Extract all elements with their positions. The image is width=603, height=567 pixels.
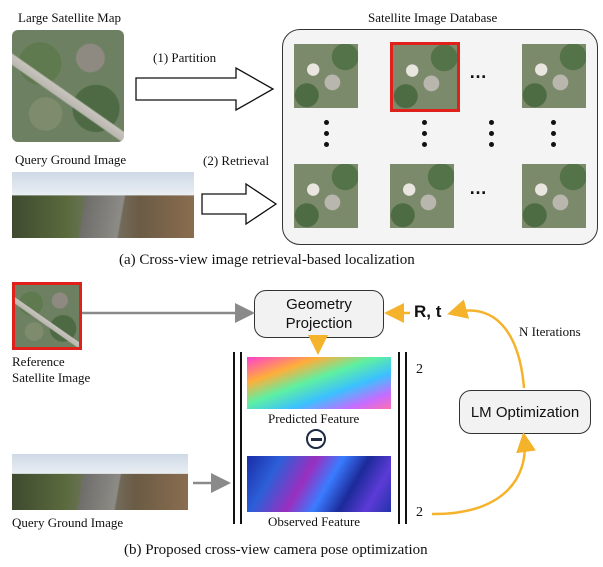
db-vdot — [489, 142, 494, 147]
partition-arrow — [135, 66, 275, 112]
caption-b: (b) Proposed cross-view camera pose opti… — [124, 542, 428, 558]
norm-superscript: 2 — [416, 362, 423, 377]
large-satellite-map-image — [12, 30, 124, 142]
lm-to-pose-arrow — [447, 299, 526, 389]
db-vdot — [422, 131, 427, 136]
db-tile-r2c2 — [390, 164, 454, 228]
db-vdot — [422, 142, 427, 147]
minus-sign — [310, 437, 322, 441]
observed-feature-map — [247, 456, 391, 512]
query-ground-image-label-a: Query Ground Image — [15, 152, 127, 167]
db-vdot — [324, 120, 329, 125]
lm-optimization-box: LM Optimization — [459, 390, 591, 434]
db-tile-r1c4 — [522, 44, 586, 108]
norm-bar-right-inner — [398, 352, 400, 524]
caption-a: (a) Cross-view image retrieval-based loc… — [119, 252, 415, 268]
geometry-projection-box: Geometry Projection — [254, 290, 384, 338]
predicted-feature-map — [247, 357, 391, 409]
norm-bar-left-inner — [240, 352, 242, 524]
lm-label: LM Optimization — [470, 403, 580, 421]
observed-feature-label: Observed Feature — [268, 514, 361, 529]
db-tile-r1c1 — [294, 44, 358, 108]
db-tile-r2c4 — [522, 164, 586, 228]
db-vdot — [324, 142, 329, 147]
satellite-image-database: … … — [282, 29, 598, 245]
query-ground-image-label-b: Query Ground Image — [12, 515, 124, 530]
retrieval-arrow — [201, 182, 278, 226]
predicted-feature-label: Predicted Feature — [268, 411, 360, 426]
db-vdot — [551, 142, 556, 147]
db-vdot — [551, 120, 556, 125]
retrieval-label: (2) Retrieval — [203, 153, 270, 168]
norm-subscript: 2 — [416, 505, 423, 520]
db-tile-r2c1 — [294, 164, 358, 228]
db-vdot — [489, 131, 494, 136]
partition-label: (1) Partition — [153, 50, 217, 65]
pose-label: R, t — [414, 302, 442, 321]
reference-satellite-image — [12, 282, 82, 350]
norm-bar-right-outer — [405, 352, 407, 524]
minus-operator — [306, 429, 326, 449]
database-title: Satellite Image Database — [368, 10, 498, 25]
db-vdot — [489, 120, 494, 125]
reference-label-line1: Reference — [12, 354, 65, 369]
norm-to-lm-arrow — [431, 432, 536, 516]
geometry-label-line1: Geometry — [286, 296, 352, 313]
query-ground-image-b — [12, 454, 188, 510]
large-satellite-map-label: Large Satellite Map — [18, 10, 122, 25]
db-ellipsis-bottom: … — [469, 178, 491, 198]
db-tile-r1c2-highlighted — [390, 42, 460, 112]
iterations-label: N Iterations — [519, 324, 581, 339]
db-vdot — [324, 131, 329, 136]
query-ground-image-a — [12, 172, 194, 238]
geometry-label-line2: Projection — [285, 315, 353, 332]
db-ellipsis-top: … — [469, 62, 491, 82]
db-vdot — [551, 131, 556, 136]
db-vdot — [422, 120, 427, 125]
reference-label-line2: Satellite Image — [12, 370, 91, 385]
norm-bar-left-outer — [233, 352, 235, 524]
